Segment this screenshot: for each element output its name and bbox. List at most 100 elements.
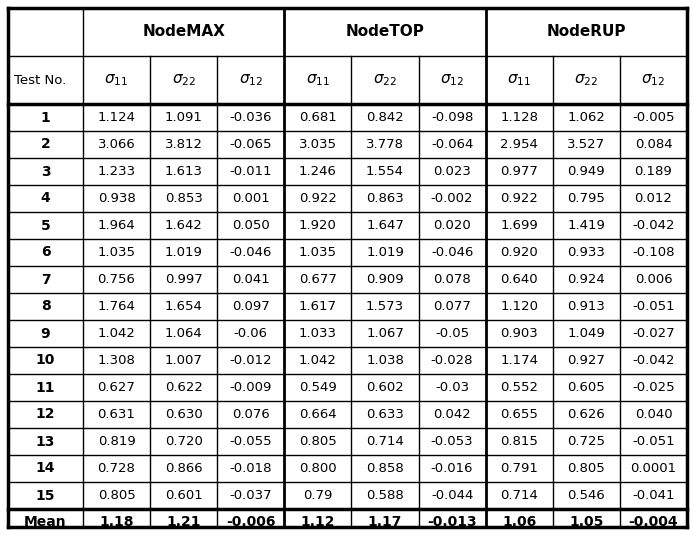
Text: 0.791: 0.791 <box>500 462 538 475</box>
Text: -0.098: -0.098 <box>431 111 473 124</box>
Text: -0.013: -0.013 <box>427 516 477 530</box>
Text: 1.019: 1.019 <box>165 246 203 259</box>
Text: -0.005: -0.005 <box>632 111 675 124</box>
Text: 0.622: 0.622 <box>165 381 203 394</box>
Text: 0.189: 0.189 <box>635 165 672 178</box>
Text: 1.308: 1.308 <box>97 354 136 367</box>
Text: 1.699: 1.699 <box>500 219 538 232</box>
Text: 1.613: 1.613 <box>165 165 203 178</box>
Text: 1.617: 1.617 <box>299 300 337 313</box>
Text: -0.065: -0.065 <box>229 138 272 151</box>
Text: -0.051: -0.051 <box>632 435 675 448</box>
Text: $\sigma_{11}$: $\sigma_{11}$ <box>507 72 531 88</box>
Text: -0.055: -0.055 <box>229 435 272 448</box>
Text: -0.05: -0.05 <box>435 327 469 340</box>
Text: 0.640: 0.640 <box>500 273 538 286</box>
Text: 0.819: 0.819 <box>98 435 136 448</box>
Text: 1.647: 1.647 <box>366 219 404 232</box>
Text: 0.853: 0.853 <box>165 192 203 205</box>
Text: 0.842: 0.842 <box>366 111 404 124</box>
Text: 0.815: 0.815 <box>500 435 538 448</box>
Text: -0.042: -0.042 <box>632 354 675 367</box>
Text: $\sigma_{11}$: $\sigma_{11}$ <box>104 72 129 88</box>
Text: 0.933: 0.933 <box>567 246 605 259</box>
Text: 0.728: 0.728 <box>97 462 136 475</box>
Text: 1.035: 1.035 <box>97 246 136 259</box>
Text: 2: 2 <box>40 137 50 151</box>
Text: 1.038: 1.038 <box>366 354 404 367</box>
Text: 1.067: 1.067 <box>366 327 404 340</box>
Text: 0.023: 0.023 <box>433 165 471 178</box>
Text: 14: 14 <box>35 462 55 476</box>
Text: 0.913: 0.913 <box>567 300 605 313</box>
Text: 0.720: 0.720 <box>165 435 203 448</box>
Text: $\sigma_{12}$: $\sigma_{12}$ <box>238 72 263 88</box>
Text: -0.037: -0.037 <box>229 489 272 502</box>
Text: 13: 13 <box>36 434 55 448</box>
Text: 1: 1 <box>40 111 50 125</box>
Text: 0.858: 0.858 <box>366 462 404 475</box>
Text: 3.066: 3.066 <box>98 138 136 151</box>
Text: 0.756: 0.756 <box>97 273 136 286</box>
Text: 1.064: 1.064 <box>165 327 202 340</box>
Text: -0.018: -0.018 <box>229 462 272 475</box>
Text: 3.812: 3.812 <box>165 138 203 151</box>
Text: -0.044: -0.044 <box>431 489 473 502</box>
Text: Test No.: Test No. <box>14 73 66 87</box>
Text: 1.17: 1.17 <box>368 516 402 530</box>
Text: 11: 11 <box>35 380 55 394</box>
Text: -0.053: -0.053 <box>431 435 473 448</box>
Text: 1.042: 1.042 <box>97 327 136 340</box>
Text: NodeTOP: NodeTOP <box>345 25 425 40</box>
Text: 8: 8 <box>40 300 50 314</box>
Text: 0.655: 0.655 <box>500 408 538 421</box>
Text: 1.233: 1.233 <box>97 165 136 178</box>
Text: 0.927: 0.927 <box>567 354 605 367</box>
Text: -0.046: -0.046 <box>431 246 473 259</box>
Text: -0.046: -0.046 <box>229 246 272 259</box>
Text: -0.036: -0.036 <box>229 111 272 124</box>
Text: 0.077: 0.077 <box>433 300 471 313</box>
Text: 1.419: 1.419 <box>567 219 605 232</box>
Text: 1.964: 1.964 <box>98 219 136 232</box>
Text: 0.725: 0.725 <box>567 435 605 448</box>
Text: 0.006: 0.006 <box>635 273 672 286</box>
Text: 3.778: 3.778 <box>366 138 404 151</box>
Text: 6: 6 <box>41 246 50 259</box>
Text: -0.012: -0.012 <box>229 354 272 367</box>
Text: 0.605: 0.605 <box>567 381 605 394</box>
Text: 0.79: 0.79 <box>303 489 333 502</box>
Text: 1.062: 1.062 <box>567 111 605 124</box>
Text: 1.21: 1.21 <box>166 516 201 530</box>
Text: 0.920: 0.920 <box>500 246 538 259</box>
Text: $\sigma_{12}$: $\sigma_{12}$ <box>641 72 666 88</box>
Text: 0.800: 0.800 <box>299 462 336 475</box>
Text: 0.633: 0.633 <box>366 408 404 421</box>
Text: 0.040: 0.040 <box>635 408 672 421</box>
Text: 0.084: 0.084 <box>635 138 672 151</box>
Text: -0.042: -0.042 <box>632 219 675 232</box>
Text: 1.120: 1.120 <box>500 300 538 313</box>
Text: 1.642: 1.642 <box>165 219 203 232</box>
Text: 1.12: 1.12 <box>301 516 335 530</box>
Text: 0.630: 0.630 <box>165 408 202 421</box>
Text: 0.938: 0.938 <box>98 192 136 205</box>
Text: NodeMAX: NodeMAX <box>142 25 225 40</box>
Text: 1.654: 1.654 <box>165 300 203 313</box>
Text: 0.681: 0.681 <box>299 111 337 124</box>
Text: 0.922: 0.922 <box>299 192 337 205</box>
Text: -0.064: -0.064 <box>431 138 473 151</box>
Text: 0.627: 0.627 <box>97 381 136 394</box>
Text: 0.909: 0.909 <box>366 273 404 286</box>
Text: 1.06: 1.06 <box>502 516 537 530</box>
Text: 1.174: 1.174 <box>500 354 538 367</box>
Text: 1.920: 1.920 <box>299 219 337 232</box>
Text: $\sigma_{22}$: $\sigma_{22}$ <box>172 72 196 88</box>
Text: 3.527: 3.527 <box>567 138 605 151</box>
Text: $\sigma_{22}$: $\sigma_{22}$ <box>574 72 598 88</box>
Text: 0.866: 0.866 <box>165 462 202 475</box>
Text: 0.631: 0.631 <box>97 408 136 421</box>
Text: 0.097: 0.097 <box>232 300 270 313</box>
Text: 2.954: 2.954 <box>500 138 538 151</box>
Text: 1.035: 1.035 <box>299 246 337 259</box>
